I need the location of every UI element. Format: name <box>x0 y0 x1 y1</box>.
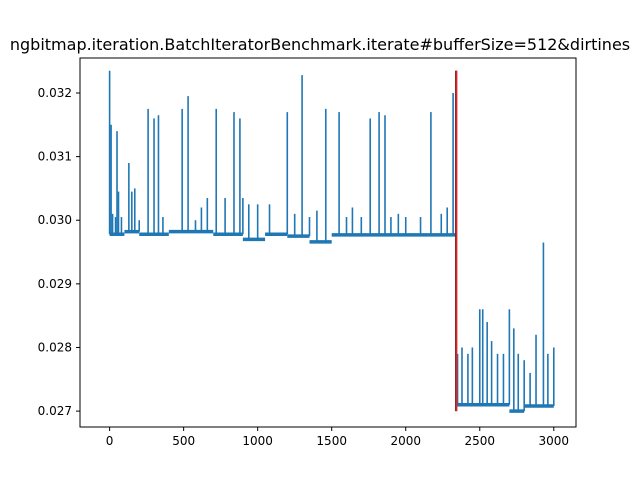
y-tick-label: 0.027 <box>38 404 72 418</box>
x-tick-label: 1500 <box>316 434 347 448</box>
x-tick-label: 500 <box>172 434 195 448</box>
x-tick-label: 0 <box>106 434 114 448</box>
x-tick-label: 2000 <box>390 434 421 448</box>
y-tick-label: 0.032 <box>38 86 72 100</box>
chart-title: ngbitmap.iteration.BatchIteratorBenchmar… <box>10 35 630 54</box>
x-tick-label: 2500 <box>464 434 495 448</box>
y-tick-label: 0.029 <box>38 277 72 291</box>
x-tick-label: 3000 <box>539 434 570 448</box>
x-tick-label: 1000 <box>242 434 273 448</box>
y-tick-label: 0.030 <box>38 213 72 227</box>
y-tick-label: 0.028 <box>38 340 72 354</box>
y-tick-label: 0.031 <box>38 150 72 164</box>
